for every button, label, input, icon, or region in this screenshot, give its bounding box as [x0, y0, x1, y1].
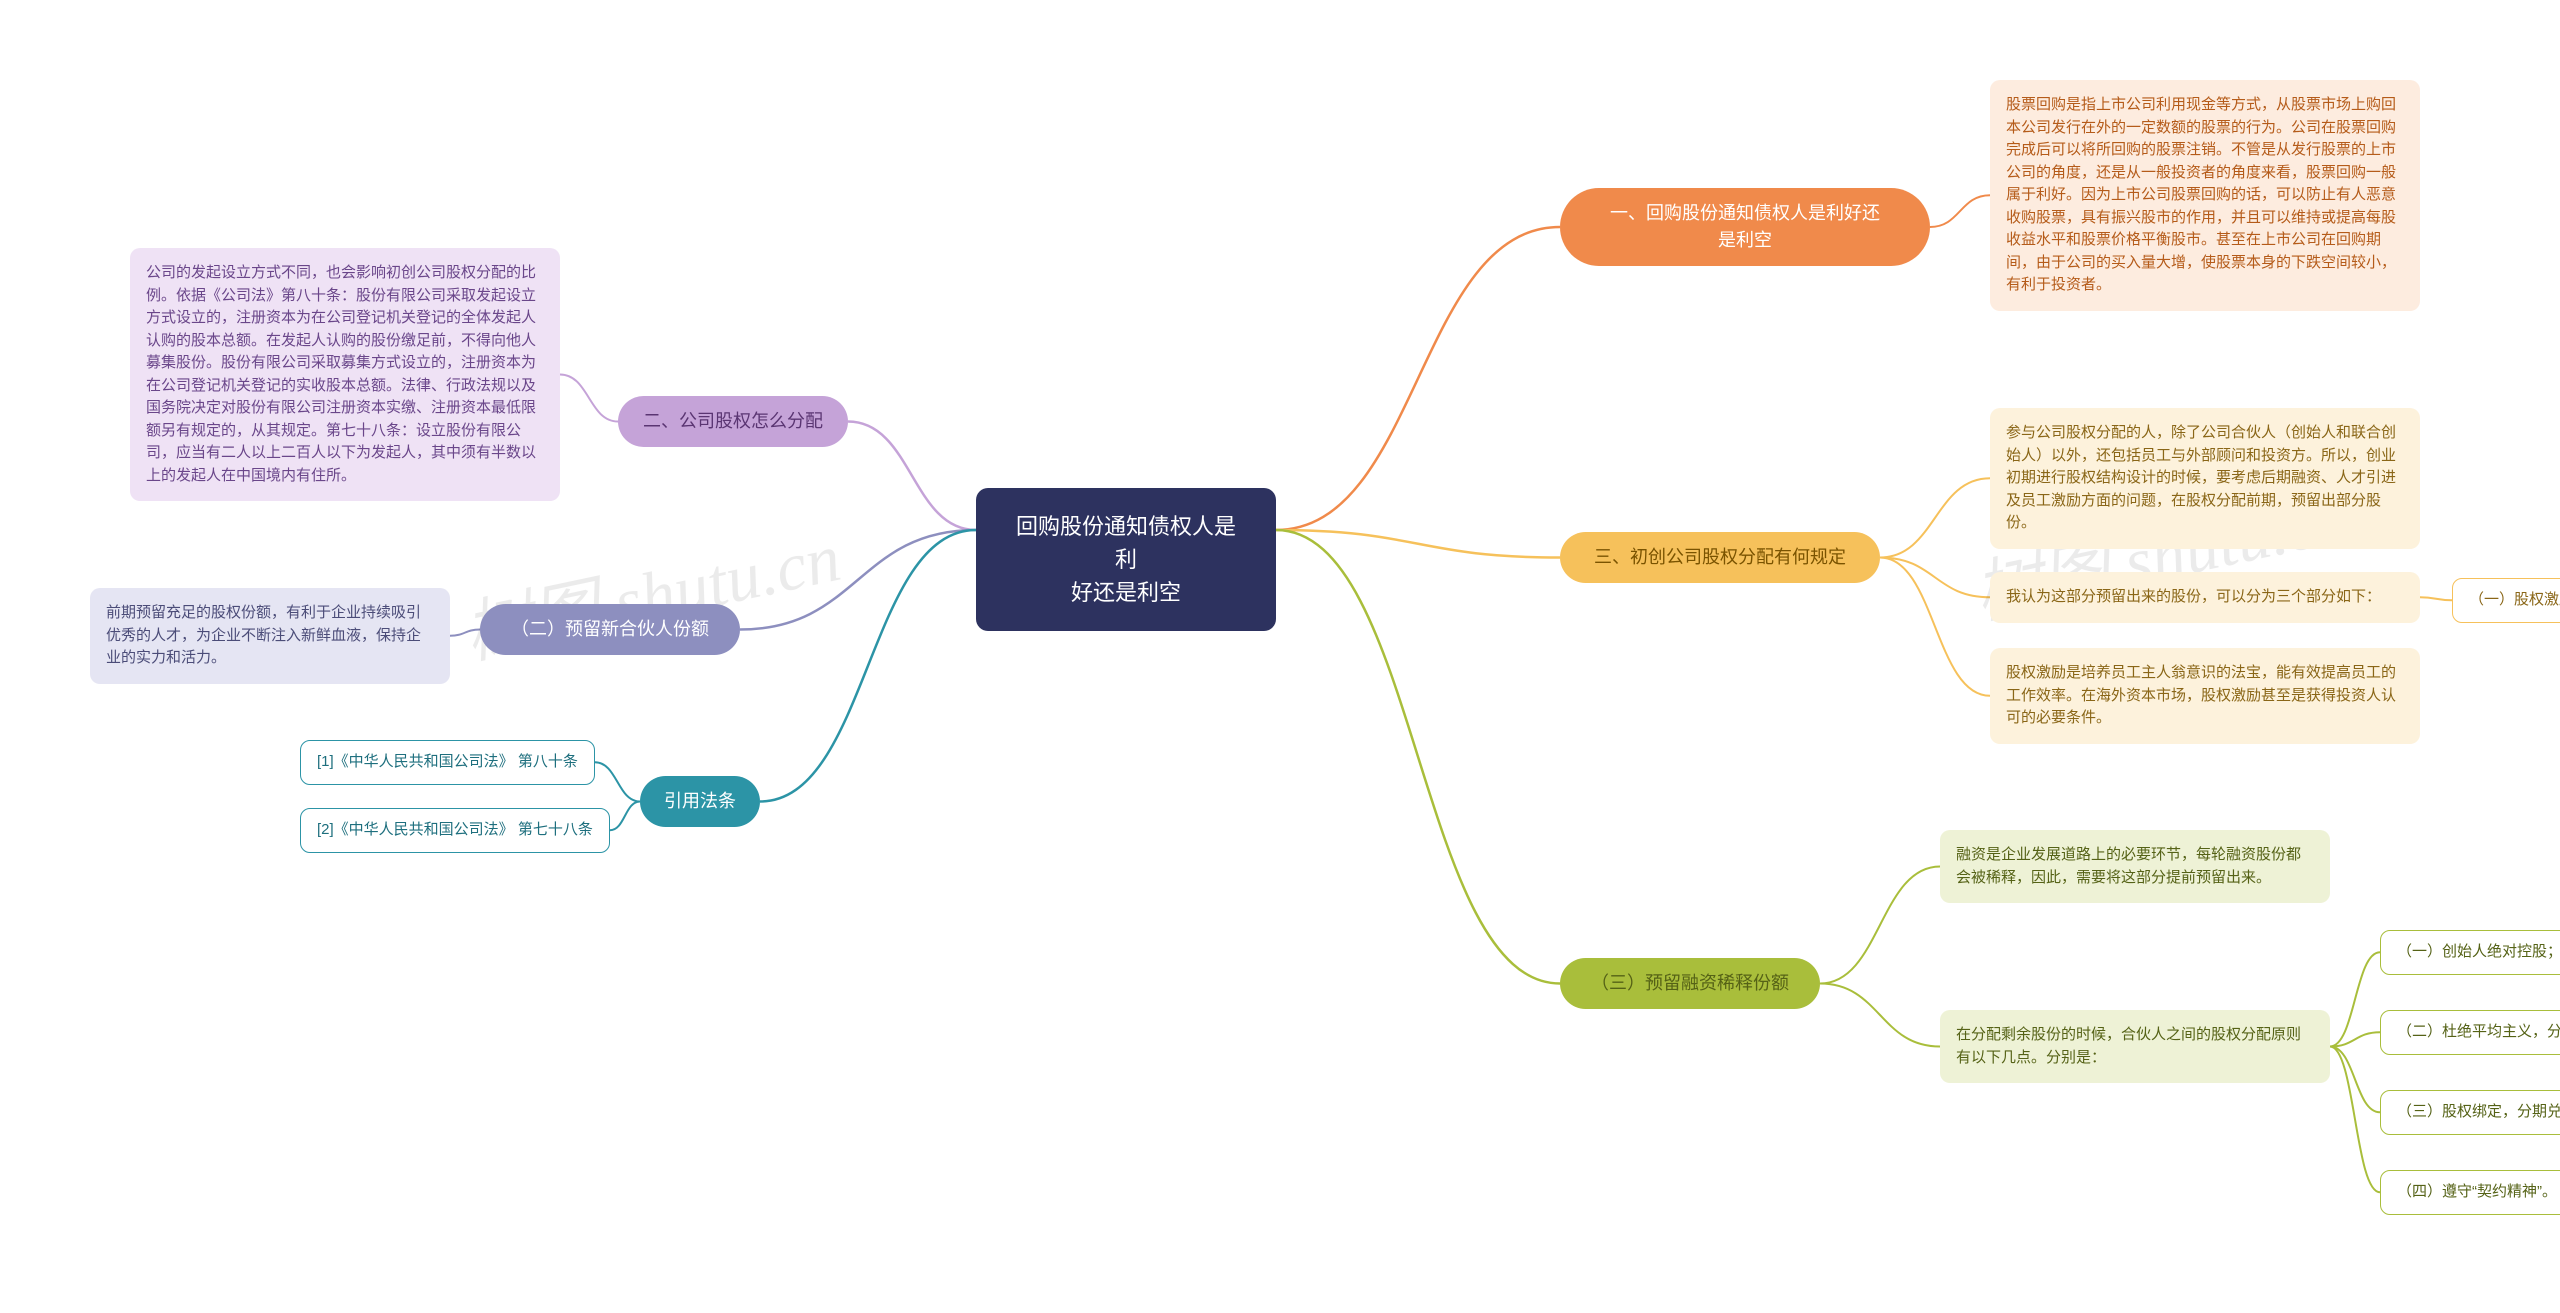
- branch-r2[interactable]: 三、初创公司股权分配有何规定: [1560, 532, 1880, 583]
- node-r3-1[interactable]: 在分配剩余股份的时候，合伙人之间的股权分配原则有以下几点。分别是：: [1940, 1010, 2330, 1083]
- node-r3-1-3[interactable]: （四）遵守“契约精神”。: [2380, 1170, 2560, 1215]
- node-r2-1[interactable]: 我认为这部分预留出来的股份，可以分为三个部分如下：: [1990, 572, 2420, 623]
- node-l3-1[interactable]: [2]《中华人民共和国公司法》 第七十八条: [300, 808, 610, 853]
- root-node[interactable]: 回购股份通知债权人是利好还是利空: [976, 488, 1276, 631]
- node-l1-0[interactable]: 公司的发起设立方式不同，也会影响初创公司股权分配的比例。依据《公司法》第八十条：…: [130, 248, 560, 501]
- node-r3-1-0[interactable]: （一）创始人绝对控股；: [2380, 930, 2560, 975]
- branch-r3[interactable]: （三）预留融资稀释份额: [1560, 958, 1820, 1009]
- branch-l1[interactable]: 二、公司股权怎么分配: [618, 396, 848, 447]
- branch-l3[interactable]: 引用法条: [640, 776, 760, 827]
- node-r1-0[interactable]: 股票回购是指上市公司利用现金等方式，从股票市场上购回本公司发行在外的一定数额的股…: [1990, 80, 2420, 311]
- node-r2-1-0[interactable]: （一）股权激励份额: [2452, 578, 2560, 623]
- node-r3-1-2[interactable]: （三）股权绑定，分期兑现；: [2380, 1090, 2560, 1135]
- node-r3-1-1[interactable]: （二）杜绝平均主义，分配规则尽早落地；: [2380, 1010, 2560, 1055]
- node-r2-2[interactable]: 股权激励是培养员工主人翁意识的法宝，能有效提高员工的工作效率。在海外资本市场，股…: [1990, 648, 2420, 744]
- branch-l2[interactable]: （二）预留新合伙人份额: [480, 604, 740, 655]
- branch-r1[interactable]: 一、回购股份通知债权人是利好还是利空: [1560, 188, 1930, 266]
- node-l3-0[interactable]: [1]《中华人民共和国公司法》 第八十条: [300, 740, 595, 785]
- mindmap-stage: 树图 shutu.cn树图 shutu.cn回购股份通知债权人是利好还是利空一、…: [0, 0, 2560, 1313]
- node-r3-0[interactable]: 融资是企业发展道路上的必要环节，每轮融资股份都会被稀释，因此，需要将这部分提前预…: [1940, 830, 2330, 903]
- node-l2-0[interactable]: 前期预留充足的股权份额，有利于企业持续吸引优秀的人才，为企业不断注入新鲜血液，保…: [90, 588, 450, 684]
- node-r2-0[interactable]: 参与公司股权分配的人，除了公司合伙人（创始人和联合创始人）以外，还包括员工与外部…: [1990, 408, 2420, 549]
